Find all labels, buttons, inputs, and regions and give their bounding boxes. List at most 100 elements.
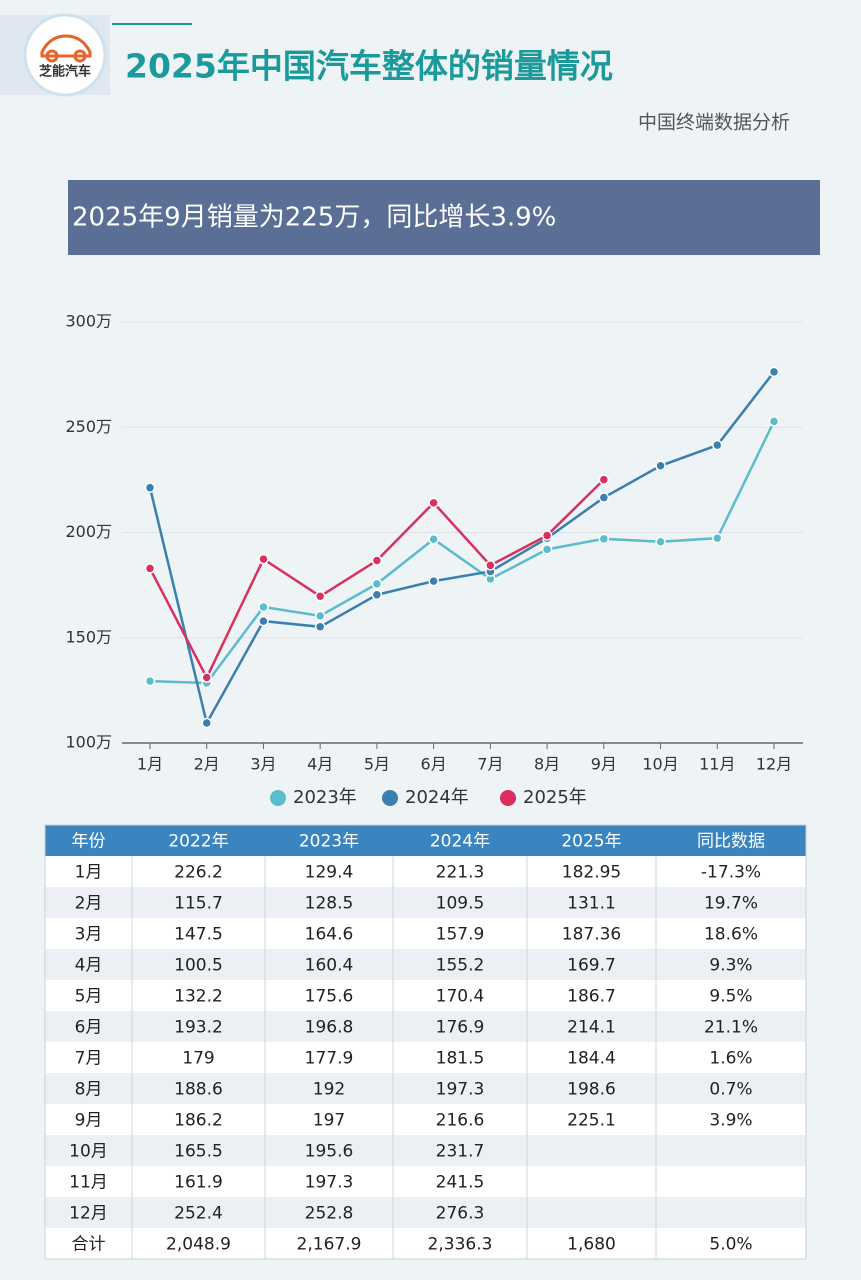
table-row-bg bbox=[45, 1042, 806, 1073]
legend-label: 2025年 bbox=[523, 787, 587, 808]
table-cell: 129.4 bbox=[305, 863, 354, 883]
table-cell: 18.6% bbox=[704, 925, 758, 945]
table-cell: 214.1 bbox=[567, 1018, 616, 1038]
table-cell: 19.7% bbox=[704, 894, 758, 914]
subtitle: 中国终端数据分析 bbox=[638, 112, 790, 134]
data-point bbox=[541, 544, 553, 555]
table-cell: 187.36 bbox=[562, 925, 621, 945]
table-cell: 6月 bbox=[75, 1018, 103, 1038]
table-header-cell: 同比数据 bbox=[697, 832, 765, 852]
table-cell: 252.4 bbox=[174, 1204, 223, 1224]
table-cell: 198.6 bbox=[567, 1080, 616, 1100]
legend-swatch bbox=[382, 790, 398, 806]
banner bbox=[68, 180, 820, 255]
table-cell: 9.3% bbox=[709, 956, 752, 976]
table-cell: 170.4 bbox=[436, 987, 485, 1007]
data-point bbox=[428, 575, 439, 587]
table-cell: 221.3 bbox=[436, 863, 485, 883]
table-cell: 109.5 bbox=[436, 894, 485, 914]
table-cell: 169.7 bbox=[567, 956, 616, 976]
table-cell: 1月 bbox=[75, 863, 103, 883]
table-cell: 1,680 bbox=[567, 1235, 616, 1255]
table-cell: 179 bbox=[182, 1049, 214, 1069]
y-tick-label: 100万 bbox=[65, 733, 112, 752]
legend-swatch bbox=[500, 790, 516, 806]
data-point bbox=[314, 591, 326, 602]
table-cell: 3.9% bbox=[709, 1111, 752, 1131]
table-cell: 182.95 bbox=[562, 863, 621, 883]
table-row-bg bbox=[45, 1228, 806, 1259]
table-cell: 216.6 bbox=[436, 1111, 485, 1131]
x-tick-label: 4月 bbox=[307, 755, 333, 774]
table-header-cell: 2024年 bbox=[430, 832, 490, 852]
data-point bbox=[201, 717, 212, 729]
x-tick-label: 5月 bbox=[364, 755, 390, 774]
table-cell: 164.6 bbox=[305, 925, 354, 945]
table-cell: 9月 bbox=[75, 1111, 103, 1131]
table-cell: 7月 bbox=[75, 1049, 103, 1069]
table-row-bg bbox=[45, 1166, 806, 1197]
series-line bbox=[148, 371, 775, 727]
data-point bbox=[598, 533, 610, 545]
data-point bbox=[258, 553, 269, 565]
table-cell: 193.2 bbox=[174, 1018, 223, 1038]
table-cell: 1.6% bbox=[709, 1049, 752, 1069]
data-point bbox=[371, 578, 383, 590]
table-cell: 197.3 bbox=[436, 1080, 485, 1100]
table-cell: 176.9 bbox=[436, 1018, 485, 1038]
data-point bbox=[598, 474, 610, 485]
data-point bbox=[258, 601, 269, 613]
banner-text: 2025年9月销量为225万，同比增长3.9% bbox=[72, 203, 556, 233]
table-cell: 195.6 bbox=[305, 1142, 354, 1162]
data-point bbox=[144, 482, 156, 493]
table-cell: 276.3 bbox=[436, 1204, 485, 1224]
table-header-cell: 2023年 bbox=[299, 832, 359, 852]
data-point bbox=[258, 615, 269, 627]
table-cell: 合计 bbox=[72, 1235, 106, 1255]
data-point bbox=[314, 610, 326, 622]
table-cell: 186.7 bbox=[567, 987, 616, 1007]
table-cell: 2,336.3 bbox=[428, 1235, 493, 1255]
table-header-cell: 2022年 bbox=[168, 832, 228, 852]
table-header-bg bbox=[45, 825, 806, 856]
y-tick-label: 200万 bbox=[65, 522, 112, 541]
table-cell: 9.5% bbox=[709, 987, 752, 1007]
table-cell: 181.5 bbox=[436, 1049, 485, 1069]
table-cell: 197 bbox=[313, 1111, 345, 1131]
table-cell: 241.5 bbox=[436, 1173, 485, 1193]
y-tick-label: 150万 bbox=[65, 627, 112, 646]
data-point bbox=[655, 460, 666, 472]
table-header-cell: 年份 bbox=[72, 832, 106, 852]
series-line bbox=[149, 420, 776, 685]
data-point bbox=[712, 532, 723, 544]
table-cell: 231.7 bbox=[436, 1142, 485, 1162]
data-point bbox=[201, 672, 212, 683]
table-row-bg bbox=[45, 949, 806, 980]
table-cell: 184.4 bbox=[567, 1049, 616, 1069]
x-tick-label: 8月 bbox=[534, 755, 560, 774]
data-point bbox=[768, 416, 780, 427]
table-cell: 188.6 bbox=[174, 1080, 223, 1100]
x-tick-label: 7月 bbox=[477, 755, 503, 774]
table-cell: 161.9 bbox=[174, 1173, 223, 1193]
logo-wheel bbox=[45, 49, 59, 63]
table-row-bg bbox=[45, 918, 806, 949]
table-row-bg bbox=[45, 1135, 806, 1166]
table-cell: 226.2 bbox=[174, 863, 223, 883]
x-tick-label: 11月 bbox=[699, 755, 735, 774]
table-cell: 0.7% bbox=[709, 1080, 752, 1100]
data-point bbox=[712, 439, 723, 451]
x-tick-label: 12月 bbox=[756, 755, 792, 774]
x-tick-label: 9月 bbox=[591, 755, 617, 774]
table-cell: 177.9 bbox=[305, 1049, 354, 1069]
data-point bbox=[598, 492, 610, 503]
table-cell: 155.2 bbox=[436, 956, 485, 976]
x-tick-label: 3月 bbox=[250, 755, 276, 774]
table-cell: 2,167.9 bbox=[297, 1235, 362, 1255]
logo-text: 芝能汽车 bbox=[39, 64, 91, 80]
table-row-bg bbox=[45, 856, 806, 887]
x-tick-label: 1月 bbox=[137, 755, 163, 774]
table-cell: 132.2 bbox=[174, 987, 223, 1007]
data-point bbox=[485, 560, 496, 571]
